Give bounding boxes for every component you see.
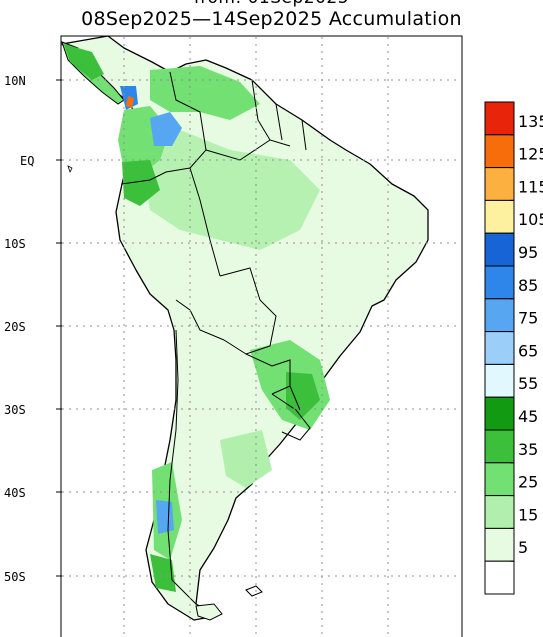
north-coast-rain — [150, 66, 260, 120]
border-paraguay — [245, 353, 291, 395]
legend-label: 85 — [518, 276, 538, 295]
legend-swatch — [484, 560, 515, 595]
legend-label: 45 — [518, 407, 538, 426]
legend-swatch — [484, 363, 515, 398]
patagonia-rain — [150, 554, 176, 592]
legend-label: 5 — [518, 538, 528, 557]
legend-swatch — [484, 101, 515, 136]
legend-swatch — [484, 429, 515, 464]
legend-label: 125 — [518, 145, 543, 164]
legend-label: 105 — [518, 210, 543, 229]
border-colombia-venezuela — [169, 71, 207, 169]
amazon-medium-rain — [140, 130, 320, 250]
legend-label: 15 — [518, 505, 538, 524]
falkland-islands — [245, 585, 263, 597]
latitude-axis: 10N EQ 10S 20S 30S 40S 50S — [4, 74, 62, 584]
legend-label: 35 — [518, 440, 538, 459]
lat-label-40s: 40S — [4, 486, 26, 500]
lat-tick-40s: 40S — [4, 486, 62, 500]
map-title-line-1: from: 01Sep2025 — [0, 0, 543, 8]
tierra-del-fuego — [195, 603, 223, 621]
argentina-light-rain — [220, 430, 272, 488]
lat-label-30s: 30S — [4, 403, 26, 417]
legend-swatch — [484, 265, 515, 300]
border-argentina-chile — [167, 329, 197, 605]
country-borders — [121, 71, 311, 605]
border-uruguay — [271, 393, 311, 441]
legend-swatch — [484, 462, 515, 497]
lat-label-10s: 10S — [4, 237, 26, 251]
legend-swatch — [484, 199, 515, 234]
lat-tick-eq: EQ — [20, 154, 62, 168]
border-chile-bolivia — [175, 299, 225, 341]
lat-tick-10s: 10S — [4, 237, 62, 251]
legend-swatch — [484, 331, 515, 365]
ecuador-rain — [122, 160, 160, 206]
border-brazil-north — [205, 139, 271, 161]
legend-label: 115 — [518, 177, 543, 196]
lat-label-10n: 10N — [4, 74, 26, 88]
panama-extreme-rain — [126, 96, 134, 108]
border-argentina-brazil — [289, 385, 301, 411]
legend-swatch — [484, 167, 515, 201]
lat-tick-20s: 20S — [4, 320, 62, 334]
chile-heavy-rain — [156, 500, 174, 534]
legend-label: 95 — [518, 243, 538, 262]
legend-label: 65 — [518, 341, 538, 360]
graticule — [62, 37, 461, 637]
legend-swatch — [484, 495, 515, 529]
colombia-heavy-rain — [150, 112, 182, 146]
lat-tick-50s: 50S — [4, 570, 62, 584]
central-america-rain — [64, 44, 104, 80]
border-guyana — [251, 79, 291, 147]
legend-swatch — [484, 396, 515, 431]
legend-swatch — [484, 527, 515, 562]
border-peru-brazil — [189, 167, 221, 277]
map-title-line-2: 08Sep2025—14Sep2025 Accumulation — [81, 8, 462, 30]
lat-tick-10n: 10N — [4, 74, 62, 88]
legend-label: 135 — [518, 112, 543, 131]
galapagos-island — [67, 165, 73, 174]
lat-label-eq: EQ — [20, 154, 34, 168]
legend-label: 55 — [518, 374, 538, 393]
legend-swatch — [484, 298, 515, 333]
legend-swatch — [484, 134, 515, 169]
border-french-guiana — [301, 119, 307, 151]
border-suriname — [275, 103, 283, 141]
lat-label-50s: 50S — [4, 570, 26, 584]
legend-label: 25 — [518, 473, 538, 492]
legend-swatch — [484, 232, 515, 267]
southern-brazil-heavy-rain — [286, 372, 320, 420]
lat-tick-30s: 30S — [4, 403, 62, 417]
lat-label-20s: 20S — [4, 320, 26, 334]
border-ecuador-peru — [121, 167, 191, 185]
legend-label: 75 — [518, 309, 538, 328]
